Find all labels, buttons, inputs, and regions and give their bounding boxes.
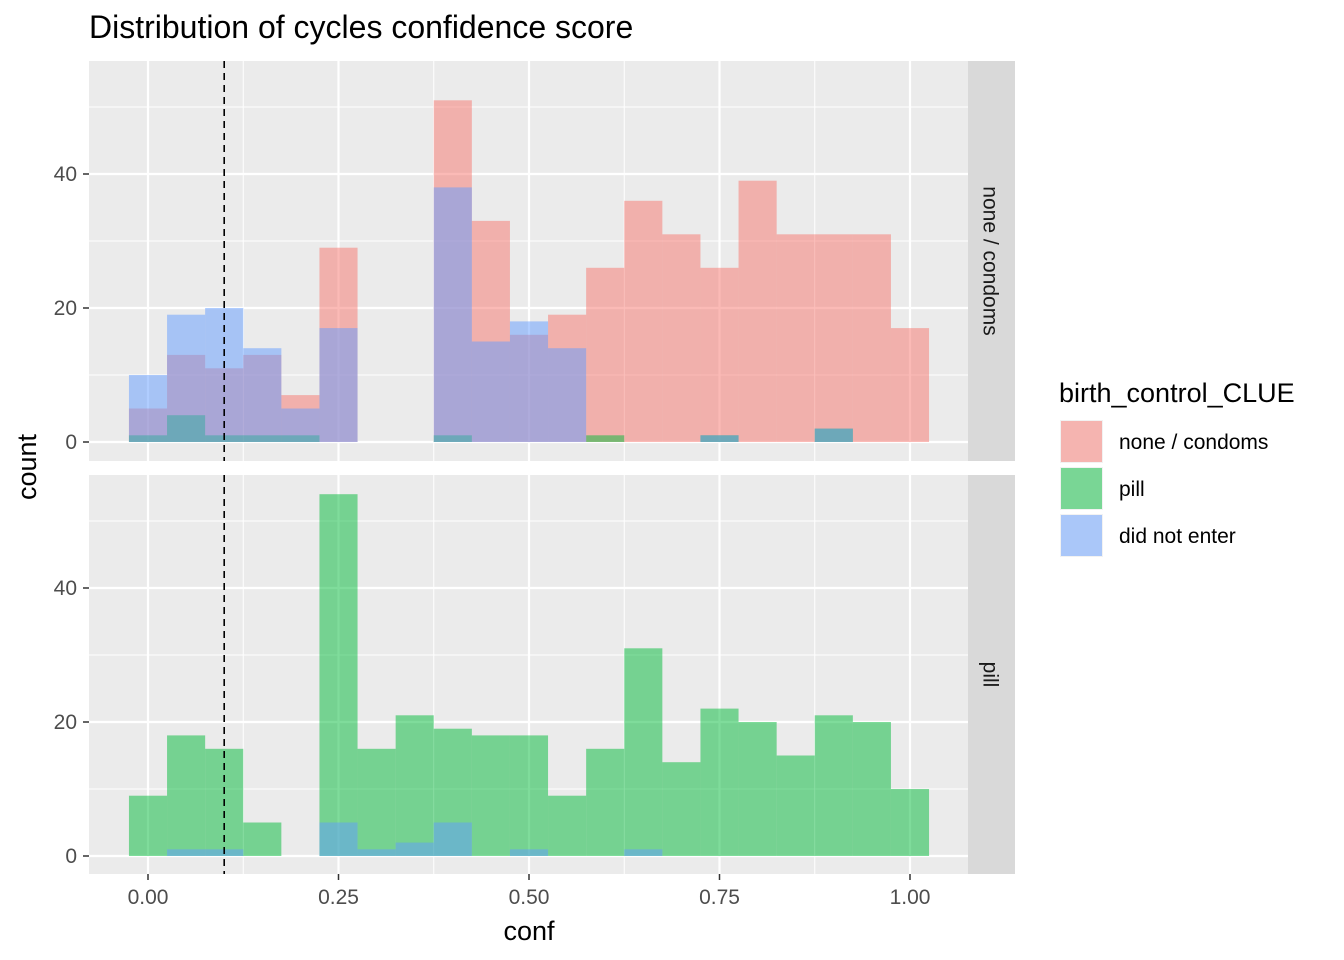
histogram-bar bbox=[319, 494, 358, 856]
series-pill bbox=[128, 494, 930, 856]
histogram-bar bbox=[700, 267, 739, 442]
legend-title: birth_control_CLUE bbox=[1059, 378, 1295, 408]
histogram-bar bbox=[548, 795, 587, 856]
histogram-bar bbox=[738, 180, 777, 442]
histogram-bar bbox=[509, 735, 549, 856]
histogram-bar bbox=[395, 842, 434, 856]
histogram-bar bbox=[357, 849, 396, 856]
histogram-bar bbox=[890, 789, 930, 856]
histogram-bar bbox=[852, 722, 891, 856]
y-tick-label: 40 bbox=[54, 163, 77, 186]
facet-strip bbox=[968, 61, 1015, 461]
histogram-bar bbox=[167, 735, 206, 856]
facet-strip-label: none / condoms bbox=[979, 186, 1002, 335]
histogram-bar bbox=[586, 748, 625, 856]
histogram-bar bbox=[586, 435, 625, 442]
y-tick-label: 0 bbox=[65, 431, 77, 454]
x-tick-label: 0.75 bbox=[699, 886, 740, 909]
legend-key bbox=[1061, 421, 1102, 462]
legend-label: pill bbox=[1119, 478, 1145, 501]
histogram-bar bbox=[776, 234, 815, 442]
histogram-bar bbox=[700, 708, 739, 856]
facet-panel: 0 20 40 none / condoms bbox=[54, 61, 1015, 461]
x-tick-label: 0.25 bbox=[318, 886, 359, 909]
histogram-bar bbox=[128, 375, 168, 442]
y-tick-label: 40 bbox=[54, 577, 77, 600]
x-axis-title: conf bbox=[503, 916, 555, 946]
histogram-bar bbox=[128, 795, 168, 856]
y-tick-label: 20 bbox=[54, 297, 77, 320]
facet-strip bbox=[968, 475, 1015, 874]
histogram-bar bbox=[167, 314, 206, 442]
legend-label: did not enter bbox=[1119, 525, 1236, 548]
histogram-bar bbox=[433, 187, 472, 442]
histogram-bar bbox=[586, 267, 625, 442]
legend-key bbox=[1061, 515, 1102, 556]
facet-panel: 0 20 40 pill bbox=[54, 475, 1015, 874]
histogram-bar bbox=[509, 849, 549, 856]
chart-title: Distribution of cycles confidence score bbox=[89, 9, 633, 45]
facet-strip-label: pill bbox=[979, 662, 1002, 688]
histogram-bar bbox=[890, 328, 930, 442]
histogram-bar bbox=[624, 200, 663, 442]
histogram-bar bbox=[357, 748, 396, 856]
legend-label: none / condoms bbox=[1119, 431, 1268, 454]
series-did-not-enter bbox=[128, 187, 853, 442]
y-axis-title: count bbox=[12, 433, 42, 500]
histogram-bar bbox=[814, 428, 853, 442]
histogram-bar bbox=[243, 348, 282, 442]
histogram-bar bbox=[624, 849, 663, 856]
histogram-bar bbox=[548, 348, 587, 442]
y-tick-label: 20 bbox=[54, 711, 77, 734]
histogram-bar bbox=[243, 822, 282, 856]
histogram-bar bbox=[662, 762, 701, 856]
histogram-bar bbox=[624, 648, 663, 856]
histogram-bar bbox=[814, 715, 853, 856]
histogram-bar bbox=[471, 341, 510, 442]
histogram-bar bbox=[700, 435, 739, 442]
histogram-bar bbox=[471, 735, 510, 856]
histogram-bar bbox=[814, 234, 853, 442]
legend: birth_control_CLUE none / condoms pill did… bbox=[1059, 378, 1295, 557]
x-tick-label: 1.00 bbox=[890, 886, 931, 909]
histogram-bar bbox=[852, 234, 891, 442]
histogram-bar bbox=[433, 822, 472, 856]
legend-entry: did not enter bbox=[1060, 514, 1236, 557]
legend-key bbox=[1061, 468, 1102, 509]
x-tick-label: 0.00 bbox=[128, 886, 169, 909]
x-tick-label: 0.50 bbox=[509, 886, 550, 909]
histogram-bar bbox=[738, 722, 777, 856]
histogram-bar bbox=[509, 321, 549, 442]
histogram-bar bbox=[776, 755, 815, 856]
histogram-bar bbox=[319, 328, 358, 442]
legend-entry: pill bbox=[1060, 467, 1145, 510]
histogram-bar bbox=[167, 849, 206, 856]
legend-entry: none / condoms bbox=[1060, 420, 1268, 463]
histogram-bar bbox=[662, 234, 701, 442]
histogram-bar bbox=[281, 408, 320, 442]
y-tick-label: 0 bbox=[65, 845, 77, 868]
facet-panels: 0 20 40 none / condoms 0 20 40 pill 0.00 0.25 0.50… bbox=[54, 61, 1015, 909]
histogram-bar bbox=[395, 715, 434, 856]
histogram-bar bbox=[319, 822, 358, 856]
x-axis: 0.00 0.25 0.50 0.75 1.00 bbox=[128, 874, 931, 909]
